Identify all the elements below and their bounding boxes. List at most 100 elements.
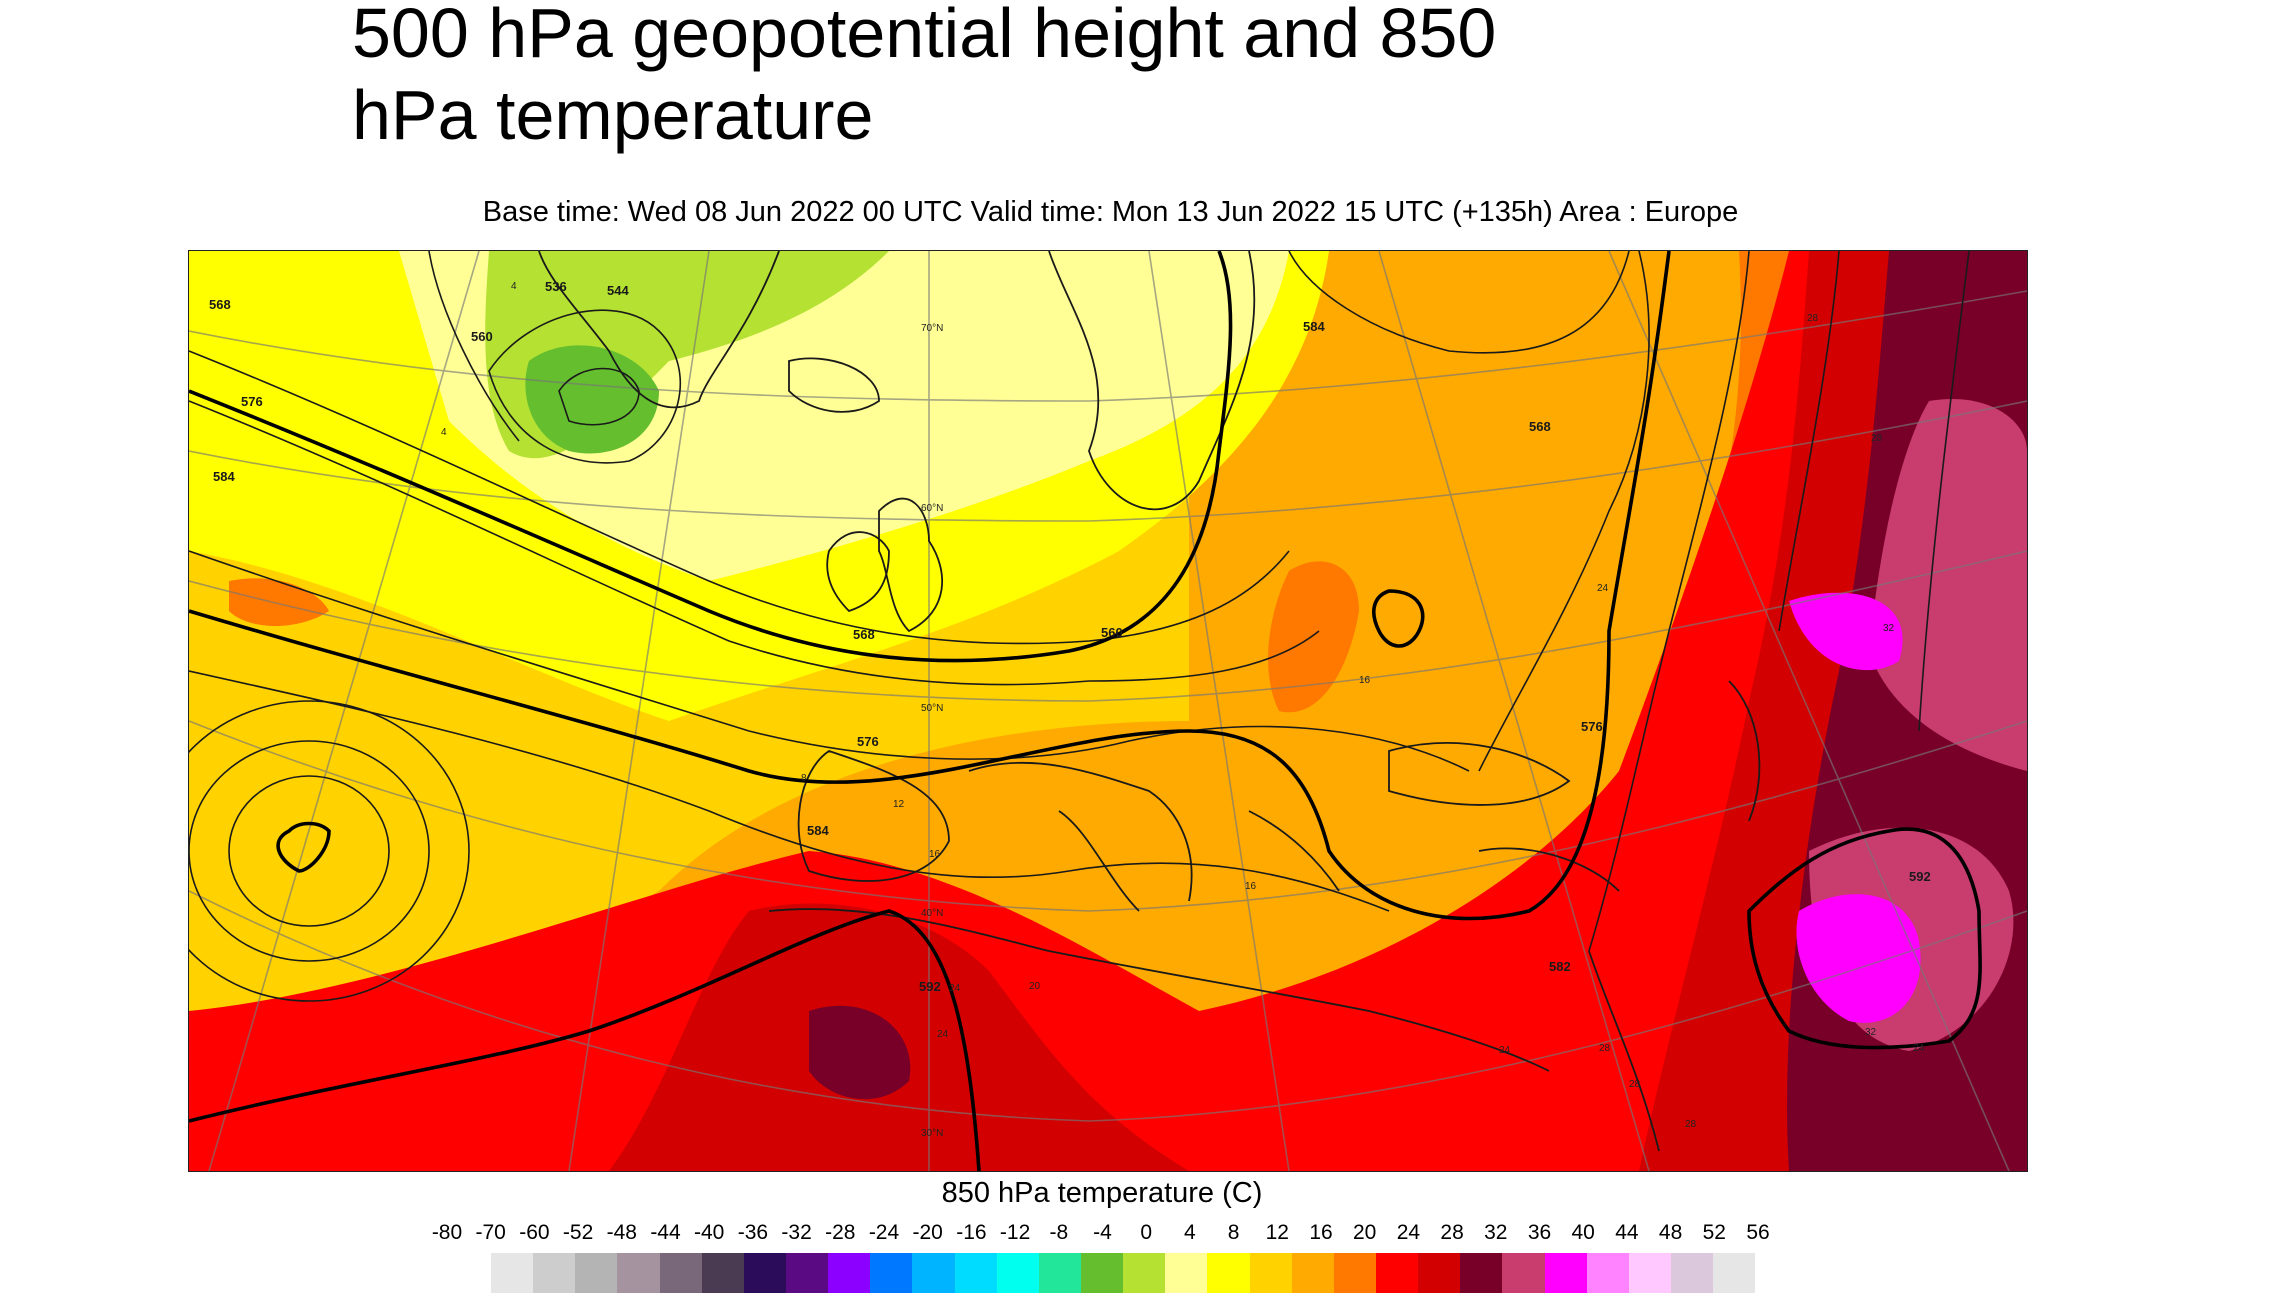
legend-color-swatch [996,1253,1039,1293]
legend-color-swatch [1586,1253,1629,1293]
legend-color-swatch [912,1253,955,1293]
contour-576-east [1478,251,1650,772]
legend-tick-label: 24 [1396,1221,1421,1244]
low-center-rings [189,700,470,1002]
legend-tick-label: 8 [1227,1221,1240,1244]
legend-tick-labels: -80 -70 -60 -52 -48 -44 -40 -36 -32 -28 -24 -20 -16-… [0,1219,2283,1249]
legend-tick-label: -12 [999,1221,1031,1244]
legend-title: 850 hPa temperature (C) [941,1177,1263,1209]
height-label: 560 [471,329,493,344]
height-label: 536 [545,279,567,294]
legend-color-swatch [1249,1253,1292,1293]
meridian-20w [568,251,710,1171]
legend-color-swatch [828,1253,871,1293]
temp-label: 32 [1883,623,1895,634]
parallel-50n [189,550,2027,702]
weather-map: 70°N 60°N 50°N 40°N 30°N 568 576 584 560… [188,250,2028,1172]
legend-tick-label: 44 [1615,1221,1639,1244]
legend-color-bar [491,1253,1756,1293]
bold-contour-592-east [1747,827,1982,1050]
legend-color-swatch [701,1253,744,1293]
contour-568 [189,350,1290,645]
legend-tick-label: 56 [1746,1221,1770,1244]
temp-label: 24 [1597,583,1609,594]
legend-tick-label: 20 [1353,1221,1377,1244]
temp-label: 16 [929,849,941,860]
graticule [189,251,2027,1171]
black-sea-coast [1388,742,1571,806]
legend-tick-label: -80 [431,1221,463,1244]
contour-580 [189,550,1470,772]
base-valid-time-subtitle: Base time: Wed 08 Jun 2022 00 UTC Valid … [482,196,1739,228]
contour-572 [189,400,1320,686]
height-label: 568 [209,297,231,312]
legend-color-swatch [617,1253,660,1293]
legend-color-swatch [491,1253,534,1293]
legend-tick-label: -8 [1049,1221,1069,1244]
legend-tick-label: -32 [781,1221,812,1244]
height-label: 568 [853,627,875,642]
bold-contours [189,251,1982,1171]
geopotential-contours [189,251,1970,952]
temp-label: 28 [1871,433,1883,444]
lat-label-70n: 70°N [921,323,943,334]
legend-tick-label: 0 [1140,1221,1153,1244]
temp-label: 8 [801,773,807,784]
temp-label: 16 [1245,881,1257,892]
legend-tick-label: -20 [912,1221,943,1244]
temperature-contour-labels: 4 4 8 12 16 16 16 24 24 20 24 28 28 28 2… [441,281,1925,1130]
legend-color-swatch [1038,1253,1081,1293]
legend-color-swatch [1544,1253,1587,1293]
legend-tick-label: -52 [562,1221,594,1244]
legend-tick-label: 52 [1702,1221,1726,1244]
legend-color-swatch [1123,1253,1166,1293]
low-ring-2 [189,740,430,962]
legend-tick-label: -24 [868,1221,900,1244]
legend-tick-label: 28 [1440,1221,1464,1244]
height-label: 592 [1909,869,1931,884]
temp-label: 4 [511,281,517,292]
italy-coast [1058,810,1140,912]
legend-tick-label: 16 [1309,1221,1333,1244]
temp-label: 28 [1685,1119,1697,1130]
legend-color-swatch [870,1253,913,1293]
legend-tick-label: -70 [475,1221,506,1244]
low-ring-1 [228,775,390,927]
legend-color-swatch [1713,1253,1756,1293]
north-africa-coast [768,908,1550,1072]
parallel-70n [189,290,2027,402]
small-closed-contour-east [1372,589,1425,648]
contour-560-ne [1288,251,1630,354]
legend-color-swatch [743,1253,786,1293]
legend-color-swatch [1628,1253,1671,1293]
contour-584 [189,670,1390,912]
legend-color-swatch [785,1253,829,1293]
height-label: 544 [607,283,629,298]
scandinavia-coast [1048,251,1256,511]
height-contour-labels: 568 576 584 560 536 544 568 576 584 560 … [209,279,1931,994]
ireland-coast [826,531,890,613]
height-label: 568 [1529,419,1551,434]
legend-tick-label: 36 [1527,1221,1552,1244]
coastlines [538,251,1761,1152]
legend-tick-label: -44 [650,1221,681,1244]
red-sea-coast [1588,950,1660,1152]
legend-color-swatch [1207,1253,1250,1293]
map-canvas: 70°N 60°N 50°N 40°N 30°N 568 576 584 560… [189,251,2027,1171]
meridian-40w [208,251,480,1171]
height-label: 592 [919,979,941,994]
temp-label: 16 [1359,675,1371,686]
title-line-2: hPa temperature [352,76,874,154]
temp-label: 24 [949,983,961,994]
temp-label: 24 [1499,1045,1511,1056]
legend-color-swatch [1375,1253,1419,1293]
height-label: 584 [213,469,235,484]
legend-color-swatch [1418,1253,1461,1293]
meridian-20e [1148,251,1290,1171]
iceland-coast [788,357,880,413]
legend-tick-label: -28 [825,1221,856,1244]
balkans-coast [1248,810,1340,892]
temp-label: 28 [1599,1043,1611,1054]
temp-label: 28 [1807,313,1819,324]
contour-584-east [1588,251,1750,952]
